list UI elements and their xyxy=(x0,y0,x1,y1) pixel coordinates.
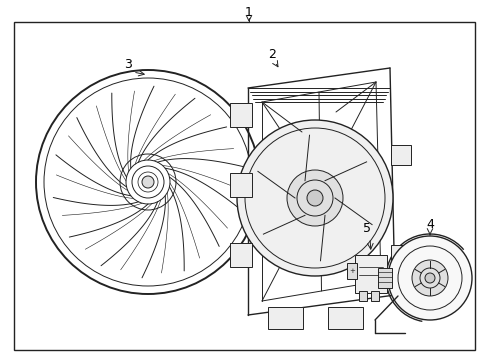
Circle shape xyxy=(286,170,342,226)
Text: 2: 2 xyxy=(267,49,275,62)
Text: 3: 3 xyxy=(124,58,132,72)
Circle shape xyxy=(387,236,471,320)
Circle shape xyxy=(237,120,392,276)
Bar xyxy=(358,291,366,301)
Bar xyxy=(390,145,410,165)
Text: 4: 4 xyxy=(425,219,433,231)
Bar xyxy=(229,243,251,267)
Circle shape xyxy=(142,176,154,188)
Circle shape xyxy=(424,273,434,283)
Bar xyxy=(327,307,362,329)
Text: 1: 1 xyxy=(244,5,252,18)
Bar xyxy=(390,245,410,265)
Circle shape xyxy=(411,260,447,296)
Circle shape xyxy=(306,190,323,206)
Text: 5: 5 xyxy=(362,221,370,234)
Bar xyxy=(354,255,386,293)
Bar xyxy=(267,307,303,329)
Bar xyxy=(346,263,356,279)
Bar xyxy=(377,268,391,288)
Bar xyxy=(229,173,251,197)
Bar xyxy=(370,291,378,301)
Bar xyxy=(229,103,251,127)
Text: +: + xyxy=(348,268,354,274)
